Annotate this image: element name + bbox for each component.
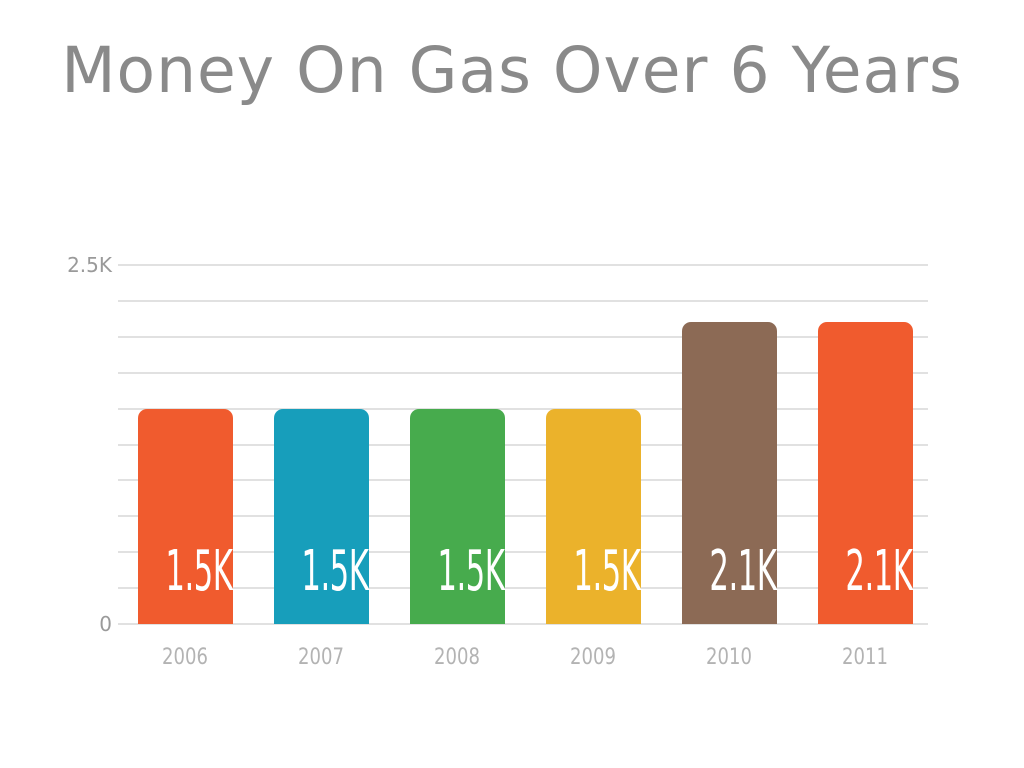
bar-value-text: 1.5K — [300, 539, 369, 604]
bar-value-text: 1.5K — [572, 539, 641, 604]
bar-2007: 1.5K — [273, 409, 369, 624]
y-axis-tick-max: 2.5K — [67, 253, 112, 277]
bar-2009: 1.5K — [545, 409, 641, 624]
bar-value-label: 1.5K — [274, 544, 369, 600]
x-axis-label-2011: 2011 — [805, 645, 925, 670]
bar-value-label: 1.5K — [138, 544, 233, 600]
x-axis-label-text: 2010 — [706, 645, 752, 670]
bar-value-label: 2.1K — [818, 544, 913, 600]
bar-value-label: 1.5K — [410, 544, 505, 600]
x-axis-label-2007: 2007 — [261, 645, 381, 670]
gridline — [118, 300, 928, 302]
gridline — [118, 479, 928, 481]
gridline — [118, 444, 928, 446]
gridline — [118, 551, 928, 553]
bar-2008: 1.5K — [409, 409, 505, 624]
bar-value-text: 1.5K — [164, 539, 233, 604]
x-axis-label-text: 2011 — [842, 645, 888, 670]
x-axis-label-text: 2008 — [434, 645, 480, 670]
gridline — [118, 264, 928, 266]
gridline — [118, 515, 928, 517]
bar-2006: 1.5K — [137, 409, 233, 624]
x-axis-label-text: 2007 — [298, 645, 344, 670]
chart-title: Money On Gas Over 6 Years — [61, 34, 963, 107]
bar-value-text: 2.1K — [844, 539, 913, 604]
bar-value-text: 1.5K — [436, 539, 505, 604]
gridline — [118, 587, 928, 589]
x-axis-label-2006: 2006 — [125, 645, 245, 670]
bar-2010: 2.1K — [681, 322, 777, 624]
gridline — [118, 372, 928, 374]
x-axis-label-2008: 2008 — [397, 645, 517, 670]
x-axis-label-2010: 2010 — [669, 645, 789, 670]
bar-value-label: 2.1K — [682, 544, 777, 600]
bar-value-label: 1.5K — [546, 544, 641, 600]
x-axis-label-text: 2006 — [162, 645, 208, 670]
gridline — [118, 336, 928, 338]
gridline — [118, 623, 928, 625]
bar-2011: 2.1K — [817, 322, 913, 624]
x-axis-label-2009: 2009 — [533, 645, 653, 670]
x-axis-label-text: 2009 — [570, 645, 616, 670]
bar-value-text: 2.1K — [708, 539, 777, 604]
gridline — [118, 408, 928, 410]
y-axis-tick-zero: 0 — [99, 612, 112, 636]
